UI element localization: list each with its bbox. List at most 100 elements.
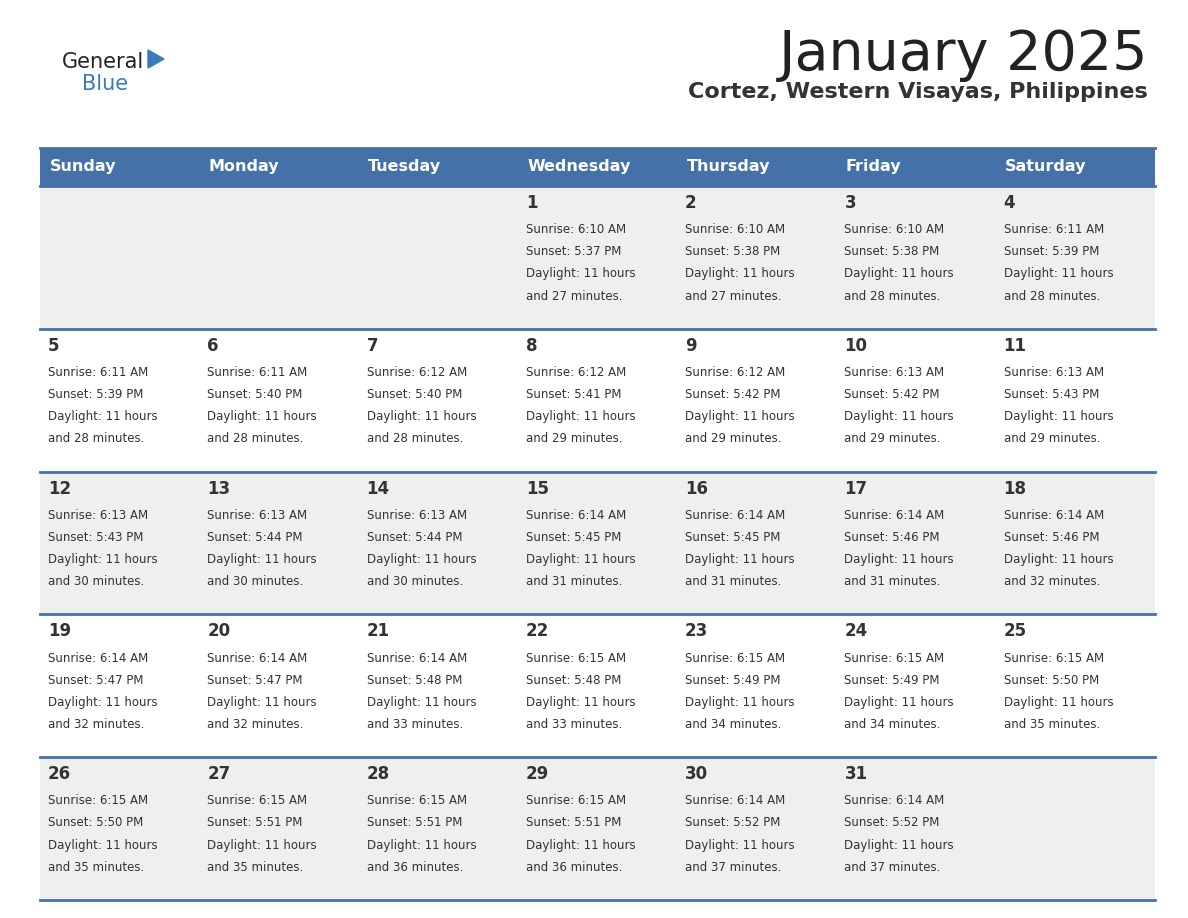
Text: Sunrise: 6:12 AM: Sunrise: 6:12 AM [685, 366, 785, 379]
Bar [836, 614, 996, 757]
Text: Sunrise: 6:14 AM: Sunrise: 6:14 AM [845, 509, 944, 521]
Bar [40, 472, 200, 614]
Text: Sunset: 5:43 PM: Sunset: 5:43 PM [1004, 388, 1099, 401]
Text: Sunset: 5:46 PM: Sunset: 5:46 PM [845, 531, 940, 543]
Text: and 32 minutes.: and 32 minutes. [1004, 576, 1100, 588]
Text: Sunday: Sunday [50, 160, 116, 174]
Text: Sunset: 5:50 PM: Sunset: 5:50 PM [1004, 674, 1099, 687]
Text: Sunset: 5:47 PM: Sunset: 5:47 PM [48, 674, 144, 687]
Text: 29: 29 [526, 766, 549, 783]
Text: Saturday: Saturday [1005, 160, 1087, 174]
Text: and 27 minutes.: and 27 minutes. [685, 289, 782, 303]
Bar [40, 148, 200, 186]
Text: and 31 minutes.: and 31 minutes. [845, 576, 941, 588]
Text: and 34 minutes.: and 34 minutes. [845, 718, 941, 731]
Bar [677, 148, 836, 186]
Text: Daylight: 11 hours: Daylight: 11 hours [845, 553, 954, 566]
Text: and 36 minutes.: and 36 minutes. [367, 861, 463, 874]
Bar [359, 757, 518, 900]
Text: and 27 minutes.: and 27 minutes. [526, 289, 623, 303]
Bar [996, 614, 1155, 757]
Text: Daylight: 11 hours: Daylight: 11 hours [367, 696, 476, 709]
Text: 28: 28 [367, 766, 390, 783]
Polygon shape [148, 50, 164, 68]
Text: 19: 19 [48, 622, 71, 641]
Text: Sunset: 5:49 PM: Sunset: 5:49 PM [685, 674, 781, 687]
Text: Sunrise: 6:13 AM: Sunrise: 6:13 AM [845, 366, 944, 379]
Text: January 2025: January 2025 [778, 28, 1148, 82]
Text: Sunrise: 6:10 AM: Sunrise: 6:10 AM [845, 223, 944, 236]
Text: Daylight: 11 hours: Daylight: 11 hours [845, 410, 954, 423]
Text: Sunrise: 6:15 AM: Sunrise: 6:15 AM [207, 794, 308, 807]
Text: Sunrise: 6:14 AM: Sunrise: 6:14 AM [48, 652, 148, 665]
Bar [996, 329, 1155, 472]
Text: Wednesday: Wednesday [527, 160, 631, 174]
Text: and 28 minutes.: and 28 minutes. [845, 289, 941, 303]
Bar [836, 757, 996, 900]
Text: Sunset: 5:39 PM: Sunset: 5:39 PM [48, 388, 144, 401]
Text: 17: 17 [845, 479, 867, 498]
Bar [518, 472, 677, 614]
Text: and 30 minutes.: and 30 minutes. [207, 576, 303, 588]
Bar [40, 614, 200, 757]
Text: Sunset: 5:52 PM: Sunset: 5:52 PM [685, 816, 781, 830]
Text: Sunset: 5:44 PM: Sunset: 5:44 PM [207, 531, 303, 543]
Text: Daylight: 11 hours: Daylight: 11 hours [526, 553, 636, 566]
Text: and 31 minutes.: and 31 minutes. [526, 576, 623, 588]
Bar [40, 329, 200, 472]
Text: Sunset: 5:40 PM: Sunset: 5:40 PM [367, 388, 462, 401]
Text: and 37 minutes.: and 37 minutes. [685, 861, 782, 874]
Text: 8: 8 [526, 337, 537, 354]
Text: Sunset: 5:48 PM: Sunset: 5:48 PM [526, 674, 621, 687]
Text: Daylight: 11 hours: Daylight: 11 hours [48, 839, 158, 852]
Text: and 32 minutes.: and 32 minutes. [48, 718, 144, 731]
Bar [200, 757, 359, 900]
Text: 14: 14 [367, 479, 390, 498]
Bar [677, 472, 836, 614]
Text: Sunset: 5:43 PM: Sunset: 5:43 PM [48, 531, 144, 543]
Bar [200, 186, 359, 329]
Bar [518, 329, 677, 472]
Text: Sunset: 5:49 PM: Sunset: 5:49 PM [845, 674, 940, 687]
Text: Daylight: 11 hours: Daylight: 11 hours [207, 553, 317, 566]
Text: 20: 20 [207, 622, 230, 641]
Bar [40, 186, 200, 329]
Text: 13: 13 [207, 479, 230, 498]
Text: and 34 minutes.: and 34 minutes. [685, 718, 782, 731]
Bar [836, 329, 996, 472]
Text: 9: 9 [685, 337, 696, 354]
Text: Daylight: 11 hours: Daylight: 11 hours [685, 553, 795, 566]
Bar [200, 329, 359, 472]
Text: Sunset: 5:39 PM: Sunset: 5:39 PM [1004, 245, 1099, 258]
Text: and 35 minutes.: and 35 minutes. [48, 861, 144, 874]
Text: Sunrise: 6:15 AM: Sunrise: 6:15 AM [845, 652, 944, 665]
Bar [359, 472, 518, 614]
Text: Sunrise: 6:12 AM: Sunrise: 6:12 AM [526, 366, 626, 379]
Text: 22: 22 [526, 622, 549, 641]
Text: Daylight: 11 hours: Daylight: 11 hours [685, 696, 795, 709]
Text: Monday: Monday [209, 160, 279, 174]
Text: 2: 2 [685, 194, 696, 212]
Text: Sunset: 5:50 PM: Sunset: 5:50 PM [48, 816, 144, 830]
Text: Sunset: 5:45 PM: Sunset: 5:45 PM [685, 531, 781, 543]
Text: Sunset: 5:38 PM: Sunset: 5:38 PM [685, 245, 781, 258]
Text: Daylight: 11 hours: Daylight: 11 hours [845, 267, 954, 280]
Text: and 35 minutes.: and 35 minutes. [207, 861, 303, 874]
Bar [996, 186, 1155, 329]
Text: Sunrise: 6:13 AM: Sunrise: 6:13 AM [48, 509, 148, 521]
Text: Sunrise: 6:15 AM: Sunrise: 6:15 AM [367, 794, 467, 807]
Text: Daylight: 11 hours: Daylight: 11 hours [48, 696, 158, 709]
Text: 31: 31 [845, 766, 867, 783]
Text: Daylight: 11 hours: Daylight: 11 hours [845, 839, 954, 852]
Bar [200, 148, 359, 186]
Text: Daylight: 11 hours: Daylight: 11 hours [1004, 553, 1113, 566]
Text: Sunset: 5:48 PM: Sunset: 5:48 PM [367, 674, 462, 687]
Text: Sunrise: 6:11 AM: Sunrise: 6:11 AM [48, 366, 148, 379]
Text: Sunrise: 6:11 AM: Sunrise: 6:11 AM [1004, 223, 1104, 236]
Text: Daylight: 11 hours: Daylight: 11 hours [48, 553, 158, 566]
Text: and 33 minutes.: and 33 minutes. [367, 718, 463, 731]
Text: Daylight: 11 hours: Daylight: 11 hours [48, 410, 158, 423]
Text: 6: 6 [207, 337, 219, 354]
Text: Sunrise: 6:14 AM: Sunrise: 6:14 AM [207, 652, 308, 665]
Text: 27: 27 [207, 766, 230, 783]
